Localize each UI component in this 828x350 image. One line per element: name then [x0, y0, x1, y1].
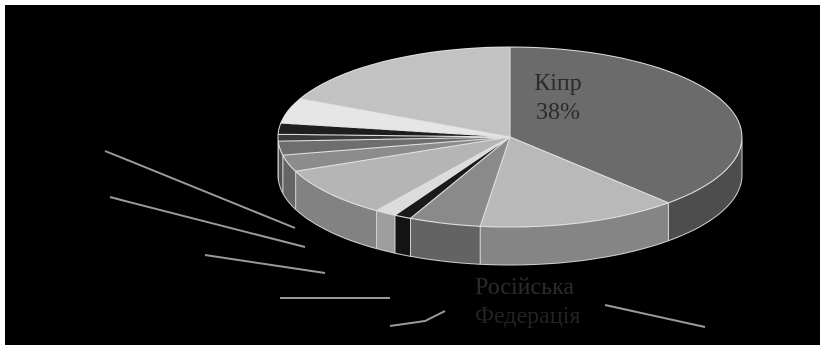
- pie-top: [277, 46, 743, 228]
- label-kipr-name: Кіпр: [534, 70, 582, 96]
- chart-frame: Кіпр 38% Російська Федерація: [5, 5, 820, 345]
- pie-depth: [277, 136, 743, 266]
- pie-slice-11: [298, 46, 511, 138]
- pie-slice-2: [409, 135, 512, 227]
- pie-slice-5: [294, 136, 511, 212]
- leader-lines: [104, 150, 706, 328]
- leader-line-4: [389, 310, 446, 327]
- leader-line-0: [104, 150, 296, 229]
- leader-line-2: [204, 254, 326, 274]
- pie-chart: Кіпр 38% Російська Федерація: [104, 46, 743, 329]
- pie-slice-1: [479, 136, 670, 228]
- pie-slice-10: [280, 98, 511, 138]
- leader-line-5: [604, 304, 706, 328]
- label-russia-name: Російська: [475, 274, 574, 300]
- pie-side-3: [394, 214, 411, 257]
- label-russia-name-2: Федерація: [475, 303, 580, 329]
- leader-line-1: [109, 196, 306, 248]
- label-kipr-percent: 38%: [536, 99, 580, 125]
- pie-slice-0: [509, 46, 743, 204]
- pie-side-4: [376, 209, 396, 254]
